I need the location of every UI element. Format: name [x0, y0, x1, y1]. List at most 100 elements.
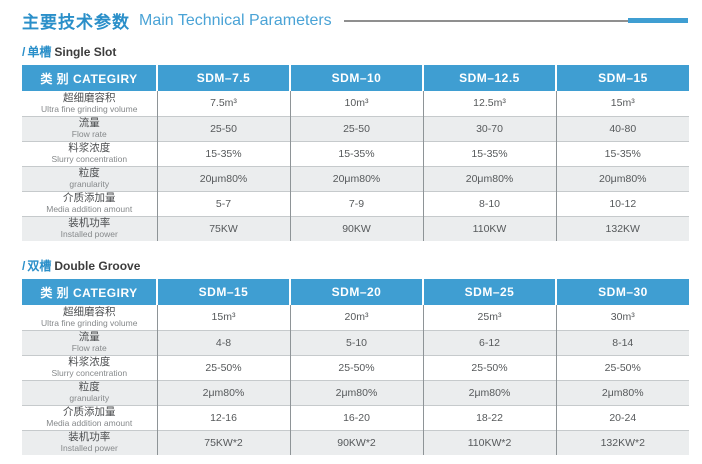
value-cell: 12.5m³	[422, 91, 556, 116]
row-label-en: Flow rate	[71, 129, 107, 139]
row-label-cell: 介质添加量 Media addition amount	[22, 404, 157, 430]
value-cell: 20μm80%	[156, 165, 290, 191]
section-slash: /	[22, 45, 26, 59]
table-row: 料浆浓度 Slurry concentration 25-50% 25-50% …	[22, 354, 689, 380]
model-header-cell: SDM–15	[555, 65, 689, 91]
value-cell: 15m³	[555, 91, 689, 116]
single-slot-table: 类 别 CATEGIRY SDM–7.5 SDM–10 SDM–12.5 SDM…	[22, 65, 689, 241]
row-label-zh: 流量	[78, 331, 100, 343]
value-cell: 7.5m³	[156, 91, 290, 116]
value-cell: 25-50%	[555, 354, 689, 380]
row-label-cell: 料浆浓度 Slurry concentration	[22, 140, 157, 166]
value-cell: 10-12	[555, 190, 689, 216]
table-row: 超细磨容积 Ultra fine grinding volume 7.5m³ 1…	[22, 91, 689, 116]
value-cell: 132KW	[555, 215, 689, 241]
table-row: 介质添加量 Media addition amount 5-7 7-9 8-10…	[22, 190, 689, 216]
row-label-zh: 装机功率	[68, 431, 111, 444]
value-cell: 10m³	[289, 91, 423, 116]
row-label-zh: 料浆浓度	[68, 356, 111, 368]
value-cell: 110KW*2	[422, 429, 556, 455]
value-cell: 8-14	[555, 329, 689, 355]
value-cell: 15-35%	[555, 140, 689, 166]
value-cell: 2μm80%	[289, 379, 423, 405]
section-label-zh: 双槽	[27, 259, 52, 273]
row-label-cell: 料浆浓度 Slurry concentration	[22, 354, 157, 380]
row-label-en: Installed power	[60, 229, 118, 240]
row-label-cell: 粒度 granularity	[22, 379, 157, 405]
row-label-zh: 料浆浓度	[68, 142, 111, 154]
model-header-cell: SDM–15	[156, 279, 290, 305]
value-cell: 15-35%	[289, 140, 423, 166]
model-header-cell: SDM–25	[422, 279, 556, 305]
value-cell: 25-50%	[289, 354, 423, 380]
model-header-cell: SDM–20	[289, 279, 423, 305]
row-label-zh: 介质添加量	[63, 406, 116, 418]
row-label-en: Ultra fine grinding volume	[41, 317, 138, 328]
value-cell: 132KW*2	[555, 429, 689, 455]
table-row: 介质添加量 Media addition amount 12-16 16-20 …	[22, 404, 689, 430]
value-cell: 30m³	[555, 305, 689, 330]
value-cell: 75KW*2	[156, 429, 290, 455]
section-label-zh: 单槽	[27, 45, 52, 59]
table-row: 超细磨容积 Ultra fine grinding volume 15m³ 20…	[22, 305, 689, 330]
title-rule-line	[343, 19, 628, 22]
row-label-zh: 粒度	[78, 167, 100, 179]
value-cell: 15-35%	[422, 140, 556, 166]
table-header-row: 类 别 CATEGIRY SDM–15 SDM–20 SDM–25 SDM–30	[22, 279, 689, 305]
row-label-en: Installed power	[60, 443, 118, 454]
row-label-en: granularity	[69, 393, 110, 403]
value-cell: 30-70	[422, 115, 556, 141]
double-groove-table: 类 别 CATEGIRY SDM–15 SDM–20 SDM–25 SDM–30…	[22, 279, 689, 455]
value-cell: 12-16	[156, 404, 290, 430]
value-cell: 25-50%	[422, 354, 556, 380]
page-title-zh: 主要技术参数	[22, 13, 130, 32]
model-header-cell: SDM–10	[289, 65, 423, 91]
table-row: 流量 Flow rate 25-50 25-50 30-70 40-80	[22, 115, 689, 141]
value-cell: 15m³	[156, 305, 290, 330]
value-cell: 110KW	[422, 215, 556, 241]
value-cell: 90KW	[289, 215, 423, 241]
value-cell: 8-10	[422, 190, 556, 216]
value-cell: 20μm80%	[289, 165, 423, 191]
value-cell: 90KW*2	[289, 429, 423, 455]
row-label-en: Ultra fine grinding volume	[41, 103, 138, 114]
category-header-cell: 类 别 CATEGIRY	[22, 279, 157, 305]
row-label-cell: 装机功率 Installed power	[22, 429, 157, 455]
value-cell: 6-12	[422, 329, 556, 355]
row-label-zh: 超细磨容积	[63, 305, 116, 318]
row-label-zh: 粒度	[78, 381, 100, 393]
value-cell: 7-9	[289, 190, 423, 216]
value-cell: 15-35%	[156, 140, 290, 166]
table-row: 粒度 granularity 2μm80% 2μm80% 2μm80% 2μm8…	[22, 379, 689, 405]
page-title-row: 主要技术参数 Main Technical Parameters	[22, 8, 688, 33]
value-cell: 20μm80%	[555, 165, 689, 191]
row-label-zh: 装机功率	[68, 217, 111, 230]
row-label-cell: 粒度 granularity	[22, 165, 157, 191]
value-cell: 25-50	[289, 115, 423, 141]
row-label-en: Media addition amount	[46, 418, 133, 428]
value-cell: 75KW	[156, 215, 290, 241]
table-header-row: 类 别 CATEGIRY SDM–7.5 SDM–10 SDM–12.5 SDM…	[22, 65, 689, 91]
model-header-cell: SDM–12.5	[422, 65, 556, 91]
table-row: 流量 Flow rate 4-8 5-10 6-12 8-14	[22, 329, 689, 355]
row-label-cell: 流量 Flow rate	[22, 115, 157, 141]
title-rule-accent-bar	[628, 18, 688, 23]
row-label-cell: 介质添加量 Media addition amount	[22, 190, 157, 216]
row-label-cell: 流量 Flow rate	[22, 329, 157, 355]
section-label-en: Single Slot	[54, 45, 117, 59]
section-slash: /	[22, 259, 26, 273]
value-cell: 2μm80%	[555, 379, 689, 405]
section-label-en: Double Groove	[54, 259, 141, 273]
value-cell: 25m³	[422, 305, 556, 330]
value-cell: 4-8	[156, 329, 290, 355]
row-label-cell: 超细磨容积 Ultra fine grinding volume	[22, 91, 157, 116]
row-label-cell: 超细磨容积 Ultra fine grinding volume	[22, 305, 157, 330]
row-label-en: Slurry concentration	[51, 154, 128, 164]
row-label-cell: 装机功率 Installed power	[22, 215, 157, 241]
category-header-cell: 类 别 CATEGIRY	[22, 65, 157, 91]
value-cell: 25-50	[156, 115, 290, 141]
table-row: 装机功率 Installed power 75KW*2 90KW*2 110KW…	[22, 429, 689, 455]
row-label-zh: 超细磨容积	[63, 91, 116, 104]
model-header-cell: SDM–7.5	[156, 65, 290, 91]
section-title-single-slot: / 单槽 Single Slot	[22, 43, 688, 60]
